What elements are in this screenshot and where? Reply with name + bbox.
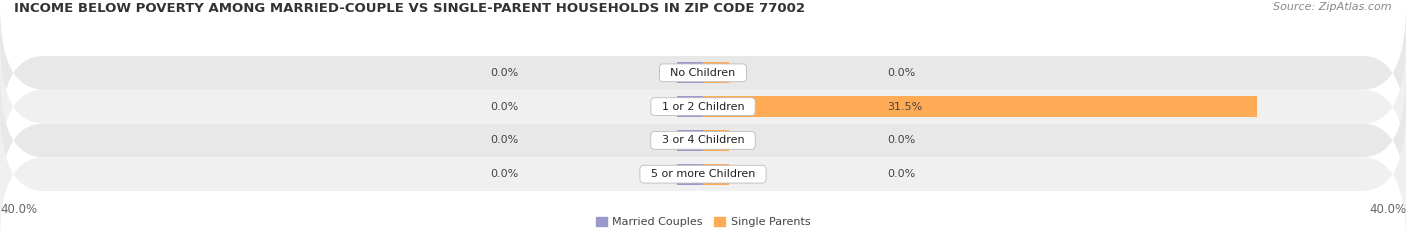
Bar [703, 164, 730, 185]
Text: 40.0%: 40.0% [0, 203, 37, 216]
Text: 5 or more Children: 5 or more Children [644, 169, 762, 179]
FancyBboxPatch shape [0, 5, 1406, 140]
Text: Source: ZipAtlas.com: Source: ZipAtlas.com [1274, 2, 1392, 12]
FancyBboxPatch shape [0, 39, 1406, 174]
Text: INCOME BELOW POVERTY AMONG MARRIED-COUPLE VS SINGLE-PARENT HOUSEHOLDS IN ZIP COD: INCOME BELOW POVERTY AMONG MARRIED-COUPL… [14, 2, 806, 15]
FancyBboxPatch shape [0, 73, 1406, 208]
Bar [703, 130, 730, 151]
Text: 0.0%: 0.0% [491, 135, 519, 145]
Bar [676, 62, 703, 83]
Text: 0.0%: 0.0% [887, 68, 915, 78]
FancyBboxPatch shape [0, 107, 1406, 233]
Text: 1 or 2 Children: 1 or 2 Children [655, 102, 751, 112]
Text: 0.0%: 0.0% [887, 169, 915, 179]
Bar [703, 62, 730, 83]
Text: 3 or 4 Children: 3 or 4 Children [655, 135, 751, 145]
Text: 40.0%: 40.0% [1369, 203, 1406, 216]
Bar [703, 96, 1257, 117]
Text: 0.0%: 0.0% [887, 135, 915, 145]
Text: 0.0%: 0.0% [491, 68, 519, 78]
Bar [676, 130, 703, 151]
Text: 0.0%: 0.0% [491, 102, 519, 112]
Text: 0.0%: 0.0% [491, 169, 519, 179]
Bar [676, 96, 703, 117]
Text: 31.5%: 31.5% [887, 102, 922, 112]
Legend: Married Couples, Single Parents: Married Couples, Single Parents [596, 217, 810, 227]
Text: No Children: No Children [664, 68, 742, 78]
Bar [676, 164, 703, 185]
